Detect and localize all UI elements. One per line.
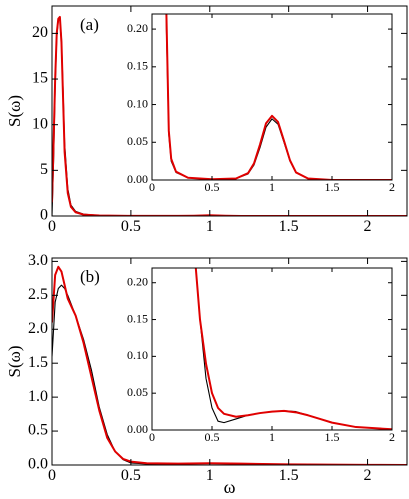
- x-axis-label: ω: [224, 477, 236, 497]
- y-tick-label: 2.5: [28, 286, 48, 303]
- x-tick-label: 0.5: [121, 467, 141, 484]
- x-tick-label: 1.5: [325, 430, 340, 444]
- y-tick-label: 0.0: [28, 456, 48, 473]
- x-tick-label: 1.5: [325, 180, 340, 194]
- x-tick-label: 1: [269, 430, 275, 444]
- y-tick-label: 0.05: [127, 134, 148, 148]
- axes-frame: [51, 257, 408, 466]
- y-tick-label: 0.00: [127, 422, 148, 436]
- y-tick-label: 0.20: [127, 21, 148, 35]
- panel-label: (a): [80, 15, 99, 34]
- y-tick-label: 0.10: [127, 96, 148, 110]
- y-tick-label: 0.20: [127, 274, 148, 288]
- y-tick-label: 3.0: [28, 252, 48, 269]
- x-tick-label: 0: [149, 180, 155, 194]
- y-axis-label: S(ω): [5, 346, 24, 378]
- panel-label: (b): [80, 267, 100, 286]
- y-tick-label: 1.5: [28, 354, 48, 371]
- x-tick-label: 2: [364, 218, 372, 235]
- y-tick-label: 0.10: [127, 348, 148, 362]
- x-tick-label: 0.5: [205, 430, 220, 444]
- inset-background: [152, 268, 392, 430]
- x-tick-label: 2: [364, 467, 372, 484]
- y-tick-label: 0.15: [127, 59, 148, 73]
- x-tick-label: 0.5: [205, 180, 220, 194]
- curve: [165, 14, 392, 180]
- y-tick-label: 0.5: [28, 422, 48, 439]
- x-tick-label: 2: [389, 180, 395, 194]
- x-tick-label: 1.5: [279, 467, 299, 484]
- y-axis-label: S(ω): [5, 95, 24, 127]
- y-tick-label: 2.0: [28, 320, 48, 337]
- inset-background: [152, 14, 392, 180]
- x-tick-label: 0: [149, 430, 155, 444]
- curve: [194, 268, 392, 430]
- x-tick-label: 0: [48, 467, 56, 484]
- y-tick-label: 20: [32, 24, 48, 41]
- axes-frame: [51, 5, 408, 217]
- x-tick-label: 0: [48, 218, 56, 235]
- x-tick-label: 1: [269, 180, 275, 194]
- y-tick-label: 15: [32, 70, 48, 87]
- x-tick-label: 2: [389, 430, 395, 444]
- y-tick-label: 1.0: [28, 388, 48, 405]
- curve: [52, 265, 407, 465]
- x-tick-label: 0.5: [121, 218, 141, 235]
- y-tick-label: 10: [32, 115, 48, 132]
- x-tick-label: 1: [206, 467, 214, 484]
- y-tick-label: 0.05: [127, 385, 148, 399]
- y-tick-label: 5: [40, 161, 48, 178]
- x-tick-label: 1.5: [279, 218, 299, 235]
- y-tick-label: 0: [40, 207, 48, 224]
- x-tick-label: 1: [206, 218, 214, 235]
- y-tick-label: 0.15: [127, 311, 148, 325]
- y-tick-label: 0.00: [127, 172, 148, 186]
